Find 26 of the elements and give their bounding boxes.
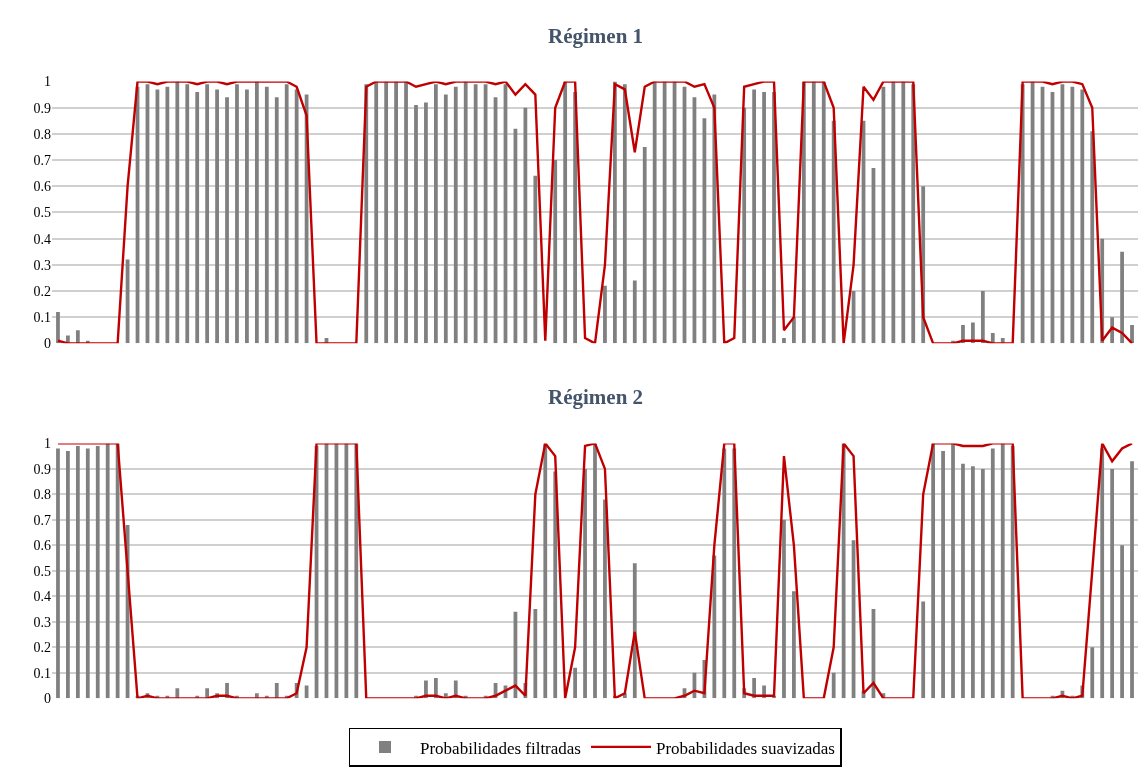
- y-tick-label: 0.5: [33, 205, 51, 221]
- y-tick-label: 0.4: [33, 231, 51, 247]
- y-tick-label: 0.6: [33, 538, 51, 554]
- chart-title: Régimen 2: [548, 385, 644, 409]
- y-tick-label: 0.3: [33, 614, 51, 630]
- y-tick-label: 0.8: [33, 126, 51, 142]
- legend-label: Probabilidades filtradas: [420, 738, 581, 758]
- y-tick-label: 0.6: [33, 179, 51, 195]
- y-tick-label: 0.8: [33, 487, 51, 503]
- y-tick-label: 0.4: [33, 589, 51, 605]
- y-tick-label: 0.3: [33, 257, 51, 273]
- y-tick-label: 0.1: [33, 665, 51, 681]
- y-tick-label: 0.9: [33, 461, 51, 477]
- legend-label: Probabilidades suavizadas: [656, 738, 835, 758]
- y-tick-label: 1: [44, 436, 51, 452]
- y-tick-label: 0.2: [33, 283, 51, 299]
- y-tick-label: 1: [44, 74, 51, 90]
- chart-title: Régimen 1: [548, 24, 644, 48]
- y-tick-label: 0.1: [33, 310, 51, 326]
- y-tick-label: 0: [44, 691, 51, 707]
- y-tick-label: 0.9: [33, 100, 51, 116]
- y-tick-label: 0.7: [33, 512, 51, 528]
- y-tick-label: 0.2: [33, 640, 51, 656]
- y-tick-label: 0.5: [33, 563, 51, 579]
- y-tick-label: 0: [44, 336, 51, 352]
- y-tick-label: 0.7: [33, 152, 51, 168]
